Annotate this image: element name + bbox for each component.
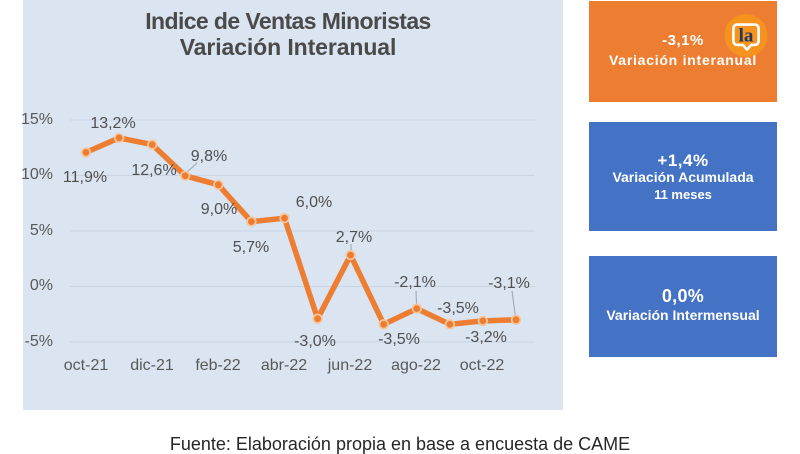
svg-text:la: la: [739, 26, 754, 47]
